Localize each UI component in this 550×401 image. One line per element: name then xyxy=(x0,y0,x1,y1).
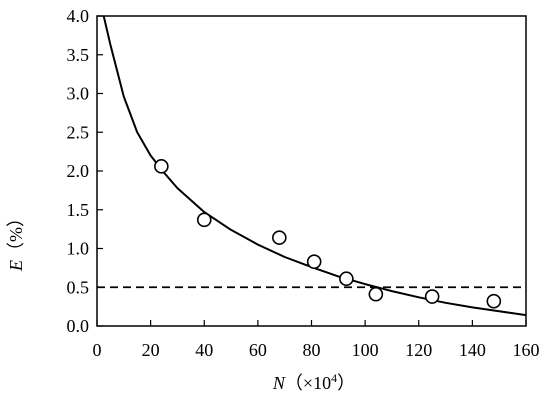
y-tick-label: 0.5 xyxy=(67,277,90,297)
x-axis-label-var: N xyxy=(272,373,286,393)
y-axis-label: E（%） xyxy=(6,209,26,272)
y-tick-label: 1.0 xyxy=(67,239,90,259)
data-points xyxy=(154,159,502,309)
x-axis-label-close: ） xyxy=(337,373,355,393)
fit-curve xyxy=(102,15,527,317)
y-tick-label: 3.0 xyxy=(67,84,90,104)
x-tick-label: 20 xyxy=(142,340,160,360)
x-axis-ticks: 0 20 40 60 80 100 120 140 160 xyxy=(93,320,540,360)
x-tick-label: 80 xyxy=(303,340,321,360)
y-axis-ticks: 0.0 0.5 1.0 1.5 2.0 2.5 3.0 3.5 4.0 xyxy=(67,6,103,336)
data-point xyxy=(196,212,212,228)
x-axis-label: N（×104） xyxy=(272,371,355,393)
data-point xyxy=(368,286,384,302)
data-point xyxy=(339,271,354,287)
x-tick-label: 60 xyxy=(249,340,267,360)
y-axis-label-unit: （%） xyxy=(6,209,26,260)
plot-frame xyxy=(96,15,527,327)
x-axis-label-sup: 4 xyxy=(331,371,337,385)
fit-curve-layer xyxy=(102,15,527,317)
data-point xyxy=(272,230,287,245)
y-axis-label-var: E xyxy=(6,260,26,272)
x-tick-label: 100 xyxy=(352,340,379,360)
data-point xyxy=(424,289,440,304)
data-point xyxy=(306,254,322,269)
x-tick-label: 160 xyxy=(513,340,540,360)
data-point xyxy=(486,293,502,309)
x-tick-label: 140 xyxy=(459,340,486,360)
y-tick-label: 2.5 xyxy=(67,122,90,142)
y-tick-label: 3.5 xyxy=(67,45,90,65)
x-axis-label-unit: （×10 xyxy=(285,373,331,393)
y-tick-label: 0.0 xyxy=(67,316,90,336)
y-tick-label: 4.0 xyxy=(67,6,90,26)
data-point xyxy=(154,159,169,174)
x-tick-label: 40 xyxy=(195,340,213,360)
x-tick-label: 0 xyxy=(93,340,102,360)
y-tick-label: 2.0 xyxy=(67,161,90,181)
y-tick-label: 1.5 xyxy=(67,200,90,220)
x-tick-label: 120 xyxy=(405,340,432,360)
